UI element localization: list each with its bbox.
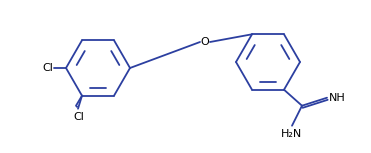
Text: Cl: Cl (42, 63, 53, 73)
Text: Cl: Cl (73, 112, 85, 122)
Text: NH: NH (329, 93, 346, 103)
Text: H₂N: H₂N (281, 129, 303, 139)
Text: O: O (201, 37, 209, 47)
